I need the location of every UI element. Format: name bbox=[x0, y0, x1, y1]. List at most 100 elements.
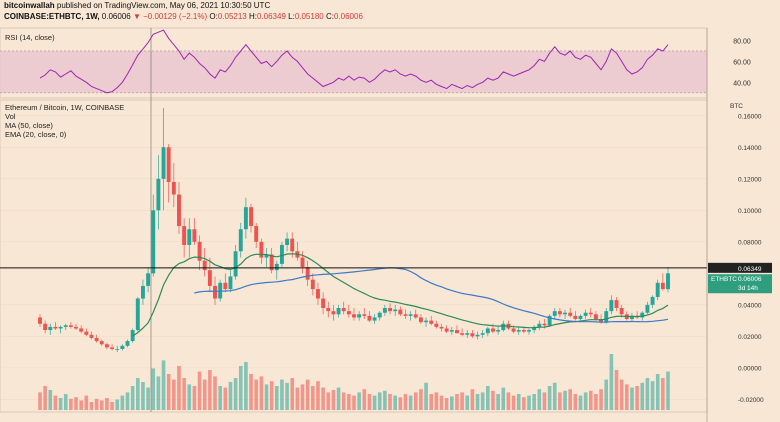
volume-bar bbox=[74, 397, 78, 410]
candle bbox=[516, 326, 521, 335]
volume-bar bbox=[588, 390, 593, 410]
candle-body bbox=[418, 317, 423, 323]
candle bbox=[89, 331, 94, 340]
candle-body bbox=[393, 309, 398, 312]
close-value: 0.06006 bbox=[333, 12, 363, 21]
candle-body bbox=[249, 207, 254, 227]
volume-bar bbox=[115, 399, 120, 410]
price-tick-label: 0.12000 bbox=[738, 176, 762, 183]
volume-bar bbox=[352, 395, 356, 410]
candle bbox=[439, 323, 444, 332]
volume-bar bbox=[506, 392, 511, 410]
candle-body bbox=[408, 314, 413, 316]
candle-body bbox=[485, 328, 490, 334]
volume-bar bbox=[187, 384, 192, 410]
candle-body bbox=[290, 238, 295, 252]
candle-body bbox=[254, 226, 259, 242]
candle bbox=[321, 292, 326, 315]
volume-bar bbox=[136, 378, 140, 410]
candle bbox=[99, 339, 104, 346]
candle-body bbox=[177, 194, 181, 227]
candle-body bbox=[480, 333, 485, 335]
volume-bar bbox=[501, 387, 506, 410]
candle bbox=[352, 308, 356, 321]
open-value: 0.05213 bbox=[217, 12, 247, 21]
candle-body bbox=[630, 315, 634, 320]
candle bbox=[346, 304, 351, 318]
volume-bar bbox=[192, 386, 197, 410]
last-price-text: 0.06006 bbox=[738, 276, 762, 283]
candle bbox=[94, 334, 99, 343]
candle-body bbox=[537, 323, 542, 327]
volume-bar bbox=[491, 390, 495, 410]
candle bbox=[233, 244, 238, 280]
candle bbox=[171, 163, 176, 208]
rsi-tick-label: 60.00 bbox=[733, 59, 751, 66]
candle-body bbox=[346, 311, 351, 315]
candle bbox=[362, 308, 367, 320]
author-name[interactable]: bitcoinwallah bbox=[4, 1, 55, 10]
volume-bar bbox=[110, 402, 114, 410]
candle-body bbox=[63, 325, 68, 327]
publisher-line: bitcoinwallah published on TradingView.c… bbox=[4, 1, 270, 10]
volume-bar bbox=[455, 394, 459, 410]
candle-body bbox=[588, 312, 593, 315]
candle-body bbox=[424, 320, 429, 323]
candle-body bbox=[532, 326, 537, 331]
price-panel[interactable] bbox=[0, 28, 708, 413]
volume-bar bbox=[316, 381, 320, 410]
candle bbox=[254, 222, 259, 249]
volume-bar bbox=[516, 394, 521, 410]
candle bbox=[382, 304, 387, 316]
volume-bar bbox=[48, 390, 53, 410]
candle bbox=[475, 331, 480, 340]
candle bbox=[547, 314, 552, 327]
volume-bar bbox=[213, 376, 217, 410]
candle-body bbox=[316, 289, 320, 299]
candle bbox=[388, 303, 392, 315]
candle bbox=[434, 320, 439, 329]
candle bbox=[403, 309, 408, 320]
rsi-line bbox=[39, 29, 669, 94]
volume-bar bbox=[486, 386, 490, 410]
candle-body bbox=[593, 314, 598, 320]
volume-bar bbox=[38, 392, 42, 410]
volume-bar bbox=[130, 386, 135, 410]
candle bbox=[666, 267, 670, 293]
price-axis[interactable]: 80.00 60.00 40.00 BTC 0.16000 0.14000 0.12000 0… bbox=[706, 28, 772, 422]
candle bbox=[336, 304, 341, 318]
candle bbox=[506, 320, 511, 331]
candle-body bbox=[202, 260, 207, 271]
volume-bar bbox=[249, 374, 253, 410]
volume-bar bbox=[300, 384, 305, 410]
volume-bar bbox=[238, 366, 243, 410]
candle bbox=[655, 279, 660, 301]
candle-body bbox=[527, 330, 531, 332]
candle bbox=[228, 270, 233, 293]
candle bbox=[650, 295, 655, 308]
candle-body bbox=[53, 326, 58, 329]
volume-bar bbox=[511, 395, 516, 410]
candle-body bbox=[429, 320, 434, 324]
volume-bar bbox=[635, 386, 639, 410]
candle-body bbox=[475, 334, 480, 337]
volume-bar bbox=[218, 386, 222, 410]
candle-body bbox=[207, 270, 212, 286]
symbol-label: COINBASE:ETHBTC, 1W, bbox=[4, 12, 100, 21]
candle-body bbox=[94, 337, 99, 342]
candle-body bbox=[89, 334, 94, 338]
candle bbox=[593, 311, 598, 321]
volume-bar bbox=[202, 379, 207, 410]
volume-bar bbox=[280, 379, 284, 410]
price-tick-label: 0.08000 bbox=[738, 239, 762, 246]
candle-body bbox=[516, 330, 521, 332]
volume-bar bbox=[424, 382, 428, 410]
volume-bar bbox=[172, 379, 176, 410]
candle bbox=[182, 218, 187, 258]
candle-body bbox=[666, 273, 670, 290]
candle bbox=[316, 282, 320, 305]
rsi-panel[interactable] bbox=[0, 27, 708, 99]
candle bbox=[557, 308, 562, 318]
candle-body bbox=[377, 312, 382, 318]
